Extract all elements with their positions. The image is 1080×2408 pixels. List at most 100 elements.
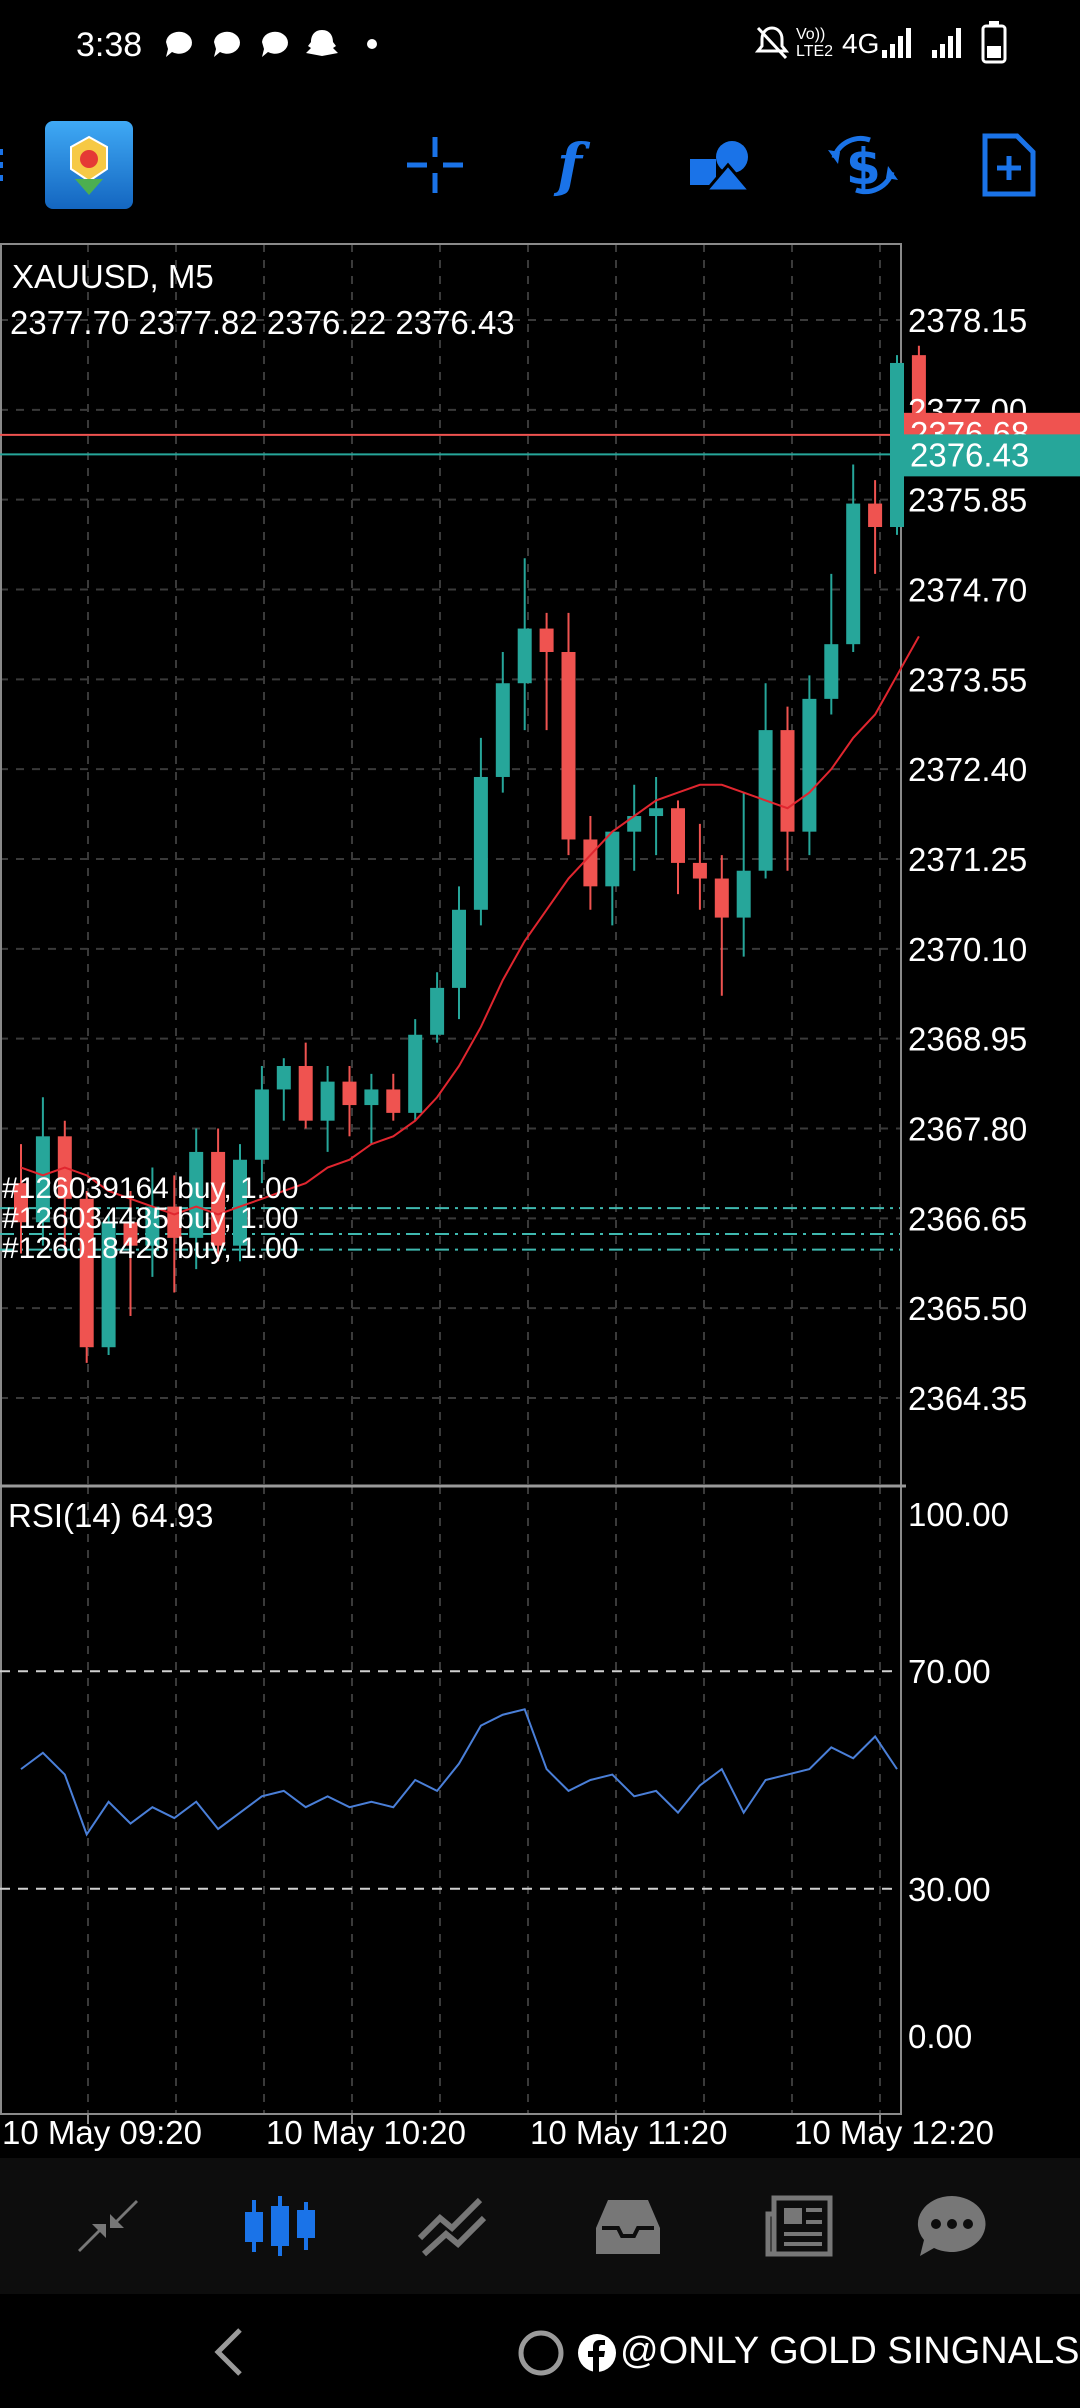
back-icon[interactable] bbox=[208, 2324, 248, 2380]
menu-icon bbox=[0, 149, 3, 181]
candle-body bbox=[692, 862, 707, 879]
time-tick-label: 10 May 10:20 bbox=[266, 2114, 466, 2151]
bull-candle bbox=[627, 784, 642, 871]
indicators-icon: f bbox=[553, 133, 591, 197]
snapchat-icon bbox=[306, 30, 338, 56]
nav-news[interactable] bbox=[740, 2158, 860, 2294]
network-type: 4G bbox=[842, 28, 880, 59]
price-tick-label: 2373.55 bbox=[908, 661, 1027, 698]
bear-candle bbox=[780, 706, 795, 871]
bull-candle bbox=[233, 1144, 247, 1262]
rsi-subwindow: 100.00 70.00 30.00 0.00 bbox=[0, 1496, 1009, 2055]
indicators-button[interactable]: f bbox=[532, 110, 622, 220]
chart-area[interactable]: #126039164 buy, 1.00#126034485 buy, 1.00… bbox=[0, 240, 1080, 2160]
order-labels[interactable]: #126039164 buy, 1.00#126034485 buy, 1.00… bbox=[2, 1172, 298, 1265]
candle-body bbox=[211, 1151, 226, 1246]
moving-average-line bbox=[20, 635, 920, 1216]
mute-bell-icon bbox=[754, 26, 790, 60]
bear-candle bbox=[342, 1066, 357, 1137]
candle-body bbox=[408, 1034, 423, 1113]
messages-icon bbox=[917, 2196, 986, 2256]
candle-body bbox=[605, 831, 620, 887]
crosshair-button[interactable] bbox=[390, 110, 480, 220]
home-icon[interactable] bbox=[516, 2328, 566, 2378]
menu-button[interactable] bbox=[0, 110, 30, 220]
bid-tag-label: 2376.43 bbox=[910, 436, 1029, 473]
candle-body bbox=[627, 816, 642, 832]
time-tick-label: 10 May 11:20 bbox=[530, 2114, 728, 2151]
candle-body bbox=[890, 362, 904, 528]
chat-bubble-icon bbox=[262, 31, 288, 57]
bull-candle bbox=[145, 1167, 160, 1277]
bear-candle bbox=[539, 612, 554, 731]
notification-icons bbox=[166, 30, 377, 57]
rsi-tick-label: 0.00 bbox=[908, 2018, 972, 2055]
price-tick-label: 2368.95 bbox=[908, 1021, 1027, 1058]
ohlc-label: 2377.70 2377.82 2376.22 2376.43 bbox=[10, 304, 515, 341]
bear-candle bbox=[211, 1128, 226, 1262]
order-label[interactable]: #126039164 buy, 1.00 bbox=[2, 1172, 298, 1205]
candle-body bbox=[452, 909, 466, 988]
candle-body bbox=[714, 878, 729, 918]
candle-body bbox=[539, 628, 554, 652]
nav-trade[interactable] bbox=[392, 2158, 512, 2294]
status-time: 3:38 bbox=[76, 26, 143, 64]
chat-bubble-icon bbox=[166, 31, 192, 57]
price-tick-label: 2365.50 bbox=[908, 1290, 1027, 1327]
order-label[interactable]: #126018428 buy, 1.00 bbox=[2, 1232, 298, 1265]
toolbar: f $ bbox=[0, 110, 1080, 220]
candle-body bbox=[123, 1222, 138, 1246]
candle-body bbox=[364, 1089, 379, 1106]
signal-icon bbox=[882, 28, 961, 58]
bear-candle bbox=[386, 1073, 401, 1121]
nav-messages[interactable] bbox=[892, 2158, 1012, 2294]
nav-chart[interactable] bbox=[220, 2158, 340, 2294]
bull-candle bbox=[758, 683, 773, 879]
price-lines bbox=[0, 433, 900, 456]
candle-body bbox=[254, 1089, 269, 1160]
candle-body bbox=[386, 1089, 401, 1113]
bear-candle bbox=[868, 480, 883, 574]
candle-body bbox=[802, 698, 817, 832]
rsi-line bbox=[20, 1708, 898, 1837]
price-tick-label: 2371.25 bbox=[908, 841, 1027, 878]
bear-candle bbox=[561, 612, 576, 856]
bull-candle bbox=[824, 573, 839, 715]
bear-candle bbox=[298, 1042, 313, 1129]
candle-body bbox=[780, 730, 795, 832]
candle-body bbox=[649, 808, 664, 817]
trade-icon bbox=[417, 2197, 487, 2257]
bull-candle bbox=[649, 776, 664, 856]
price-tick-label: 2374.70 bbox=[908, 572, 1027, 609]
bear-candle bbox=[79, 1190, 94, 1363]
nav-quotes[interactable] bbox=[48, 2158, 168, 2294]
app-logo-button[interactable] bbox=[44, 110, 134, 220]
chart-frame bbox=[0, 243, 902, 2115]
bull-candle bbox=[736, 792, 751, 957]
price-tick-label: 2364.35 bbox=[908, 1380, 1027, 1417]
candle-body bbox=[868, 503, 883, 528]
objects-button[interactable] bbox=[676, 110, 766, 220]
time-tick-label: 10 May 09:20 bbox=[2, 2114, 202, 2151]
bull-candle bbox=[276, 1058, 291, 1121]
nav-history[interactable] bbox=[568, 2158, 688, 2294]
price-tick-label: 2378.15 bbox=[908, 302, 1027, 339]
bull-candle bbox=[101, 1214, 116, 1356]
candle-body bbox=[14, 1183, 28, 1223]
bear-candle bbox=[692, 823, 707, 910]
candle-body bbox=[233, 1159, 247, 1246]
new-order-button[interactable] bbox=[964, 110, 1054, 220]
bear-candle bbox=[671, 800, 685, 895]
volte-label: Vo)) LTE2 bbox=[796, 26, 834, 60]
bull-candle bbox=[364, 1073, 379, 1145]
battery-icon bbox=[981, 21, 1007, 64]
order-label[interactable]: #126034485 buy, 1.00 bbox=[2, 1202, 298, 1235]
candle-body bbox=[583, 839, 598, 887]
candle-body bbox=[276, 1066, 291, 1090]
trade-button[interactable]: $ bbox=[818, 110, 908, 220]
candle-body bbox=[736, 870, 751, 918]
bull-candle bbox=[189, 1128, 204, 1270]
watermark-text: @ONLY GOLD SINGNALS bbox=[620, 2330, 1080, 2372]
rsi-tick-label: 30.00 bbox=[908, 1871, 991, 1908]
bull-candle bbox=[605, 831, 620, 926]
